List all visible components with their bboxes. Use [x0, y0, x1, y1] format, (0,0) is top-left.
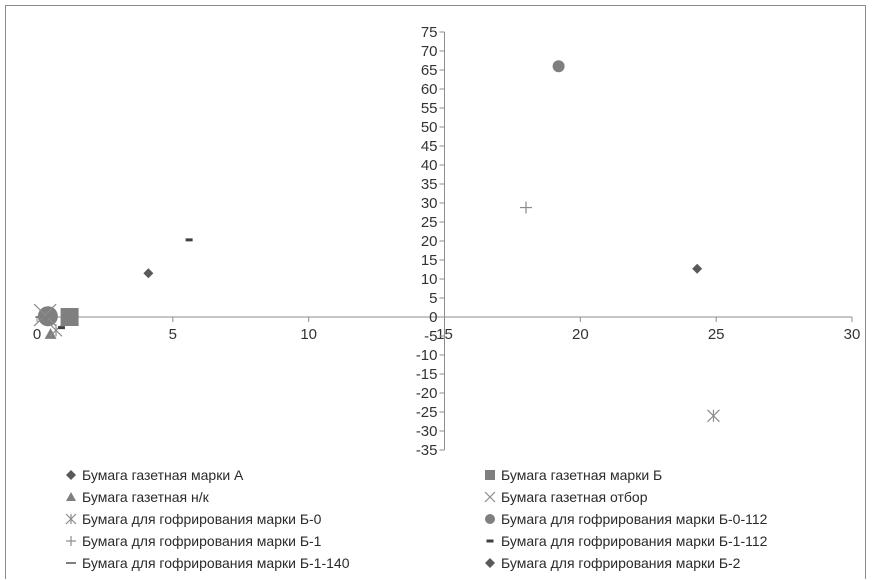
legend-swatch	[66, 562, 76, 564]
legend-item: Бумага для гофрирования марки Б-0	[65, 511, 322, 527]
circle-marker	[485, 514, 495, 524]
y-tick-label: -30	[416, 423, 438, 440]
x-tick-label: 30	[844, 326, 861, 343]
legend-label: Бумага газетная отбор	[501, 489, 648, 505]
x-tick-label: 25	[708, 326, 725, 343]
legend-item: Бумага для гофрирования марки Б-2	[485, 555, 741, 571]
data-point	[57, 326, 65, 330]
x-tick-label: 5	[169, 326, 177, 343]
legend-swatch	[484, 491, 496, 503]
y-tick-label: -10	[416, 347, 438, 364]
y-tick-label: 55	[421, 100, 438, 117]
data-point	[185, 238, 193, 242]
triangle-marker	[44, 328, 57, 339]
data-point	[552, 60, 565, 73]
x-tick-label: 10	[300, 326, 317, 343]
circle-marker	[552, 60, 565, 73]
legend-label: Бумага для гофрирования марки Б-2	[501, 555, 741, 571]
square-marker	[485, 470, 495, 480]
legend-swatch	[66, 536, 76, 546]
y-tick-label: 45	[421, 138, 438, 155]
legend-item: Бумага газетная марки Б	[485, 467, 662, 483]
y-tick-label: 25	[421, 214, 438, 231]
data-points	[33, 60, 720, 423]
legend-item: Бумага газетная отбор	[484, 489, 648, 505]
x-marker-stroke	[484, 491, 496, 503]
legend-swatch	[66, 470, 76, 480]
long-dash-marker	[66, 562, 76, 564]
diamond-marker	[692, 263, 703, 274]
legend-item: Бумага для гофрирования марки Б-0-112	[485, 511, 768, 527]
y-tick-label: 15	[421, 252, 438, 269]
axes: 0 5 10 15 20 25 307570656055504540353025201510…	[33, 24, 861, 459]
y-tick-label: 50	[421, 119, 438, 136]
legend-item: Бумага для гофрирования марки Б-1	[66, 533, 322, 549]
x-tick-label: 15	[436, 326, 453, 343]
y-tick-label: 75	[421, 24, 438, 41]
short-dash-marker	[486, 539, 494, 543]
y-tick-label: 40	[421, 157, 438, 174]
y-tick-label: -20	[416, 385, 438, 402]
data-point	[707, 409, 720, 423]
data-point	[143, 268, 154, 279]
data-point	[33, 303, 57, 327]
y-tick-label: -5	[424, 328, 437, 345]
x-tick-label: 0	[33, 326, 41, 343]
legend-label: Бумага газетная марки А	[82, 467, 244, 483]
legend-swatch	[485, 470, 495, 480]
x-marker-stroke	[33, 303, 57, 327]
legend-item: Бумага для гофрирования марки Б-1-112	[486, 533, 768, 549]
y-tick-label: 10	[421, 271, 438, 288]
diamond-marker	[143, 268, 154, 279]
y-tick-label: 0	[429, 309, 437, 326]
legend: Бумага газетная марки А Бумага газетная м…	[65, 467, 768, 571]
triangle-marker	[66, 492, 76, 501]
legend-label: Бумага газетная марки Б	[501, 467, 662, 483]
legend-label: Бумага для гофрирования марки Б-1	[82, 533, 322, 549]
legend-swatch	[486, 539, 494, 543]
x-tick-label: 20	[572, 326, 589, 343]
legend-swatch	[485, 514, 495, 524]
y-tick-label: -35	[416, 442, 438, 459]
y-tick-label: 65	[421, 62, 438, 79]
short-dash-marker	[57, 326, 65, 330]
data-point	[35, 316, 50, 318]
legend-label: Бумага газетная н/к	[82, 489, 210, 505]
data-point	[692, 263, 703, 274]
short-dash-marker	[185, 238, 193, 242]
y-tick-label: 70	[421, 43, 438, 60]
long-dash-marker	[35, 316, 50, 318]
legend-swatch	[65, 513, 77, 525]
y-tick-label: 20	[421, 233, 438, 250]
data-point	[44, 328, 57, 339]
diamond-marker	[485, 558, 495, 568]
legend-item: Бумага газетная марки А	[66, 467, 244, 483]
legend-label: Бумага для гофрирования марки Б-1-112	[501, 533, 768, 549]
y-tick-label: 5	[429, 290, 437, 307]
square-marker	[60, 308, 79, 326]
legend-item: Бумага для гофрирования марки Б-1-140	[66, 555, 350, 571]
legend-label: Бумага для гофрирования марки Б-0-112	[501, 511, 768, 527]
y-tick-label: 35	[421, 176, 438, 193]
legend-label: Бумага для гофрирования марки Б-0	[82, 511, 322, 527]
scatter-chart: 0 5 10 15 20 25 307570656055504540353025201510…	[33, 24, 861, 571]
y-tick-label: 60	[421, 81, 438, 98]
legend-swatch	[485, 558, 495, 568]
data-point	[520, 201, 532, 214]
data-point	[60, 308, 79, 326]
legend-label: Бумага для гофрирования марки Б-1-140	[82, 555, 350, 571]
y-tick-label: -25	[416, 404, 438, 421]
diamond-marker	[66, 470, 76, 480]
legend-swatch	[66, 492, 76, 501]
legend-item: Бумага газетная н/к	[66, 489, 210, 505]
y-tick-label: 30	[421, 195, 438, 212]
y-tick-label: -15	[416, 366, 438, 383]
chart-frame: 0 5 10 15 20 25 30 75 70 65 60 55 50 45 40 35 30 25 20 15 10…	[5, 5, 866, 579]
data-point	[49, 323, 63, 337]
